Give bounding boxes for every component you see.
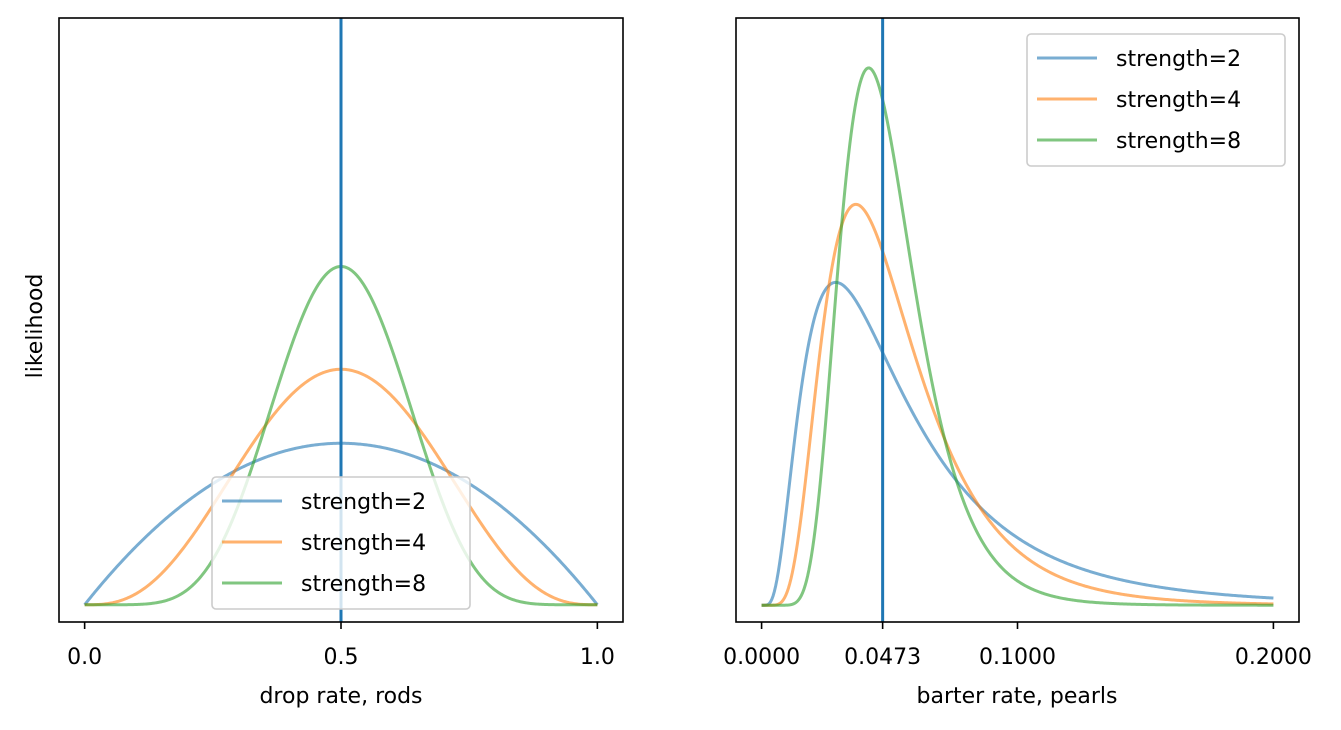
- left-legend-label-3: strength=8: [301, 572, 426, 597]
- right-legend-box: [1026, 33, 1286, 167]
- right-xtick-label: 0.1000: [979, 645, 1056, 670]
- right-legend-label-3: strength=8: [1116, 129, 1241, 154]
- right-xlabel: barter rate, pearls: [917, 684, 1118, 709]
- left-legend-label-2: strength=4: [301, 531, 426, 556]
- right-series-line-2: [761, 202, 1274, 607]
- right-xtick-label: 0.0000: [723, 645, 800, 670]
- left-xtick-label: 1.0: [580, 645, 615, 670]
- left-legend-label-1: strength=2: [301, 490, 426, 515]
- left-legend: strength=2 strength=4 strength=8: [211, 476, 471, 610]
- right-series-line-1: [761, 280, 1274, 607]
- right-series-group: [761, 66, 1274, 607]
- right-series-line-3: [761, 66, 1274, 607]
- left-ylabel: likelihood: [23, 274, 48, 379]
- left-panel: 0.0 0.5 1.0 drop rate, rods likelihood str…: [23, 17, 624, 709]
- left-xlabel: drop rate, rods: [259, 684, 422, 709]
- right-legend: strength=2 strength=4 strength=8: [1026, 33, 1286, 167]
- left-legend-box: [211, 476, 471, 610]
- left-ticks-group: 0.0 0.5 1.0: [67, 622, 615, 670]
- right-xtick-label: 0.2000: [1235, 645, 1312, 670]
- right-panel: 0.0000 0.0473 0.1000 0.2000 barter rate, pe…: [723, 17, 1312, 709]
- left-xtick-label: 0.5: [324, 645, 359, 670]
- left-xtick-label: 0.0: [67, 645, 102, 670]
- right-xtick-label: 0.0473: [844, 645, 921, 670]
- right-ticks-group: 0.0000 0.0473 0.1000 0.2000: [723, 622, 1312, 670]
- right-legend-label-1: strength=2: [1116, 47, 1241, 72]
- right-legend-label-2: strength=4: [1116, 88, 1241, 113]
